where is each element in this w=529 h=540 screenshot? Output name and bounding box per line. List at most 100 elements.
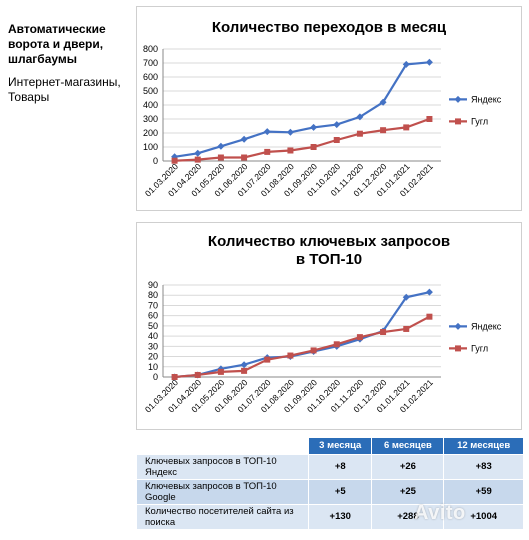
series-line-1 (174, 315, 430, 379)
y-tick-label: 800 (143, 44, 158, 54)
avito-watermark: Avito (414, 502, 466, 525)
table-cell: +8 (307, 453, 373, 480)
table-cell: +83 (443, 453, 524, 480)
data-point (194, 371, 201, 378)
data-point (240, 135, 248, 143)
y-tick-label: 100 (143, 142, 158, 152)
table-cell: +1004 (443, 503, 524, 530)
table-row: Ключевых запросов в ТОП-10 Google +5 +25… (136, 478, 524, 505)
legend-label: Яндекс (471, 321, 502, 331)
data-point (310, 123, 318, 131)
data-point (194, 149, 202, 157)
data-point (425, 288, 433, 296)
table-row: Ключевых запросов в ТОП-10 Яндекс +8 +26… (136, 453, 524, 480)
legend-marker (454, 322, 462, 330)
y-tick-label: 600 (143, 72, 158, 82)
data-point (426, 313, 433, 320)
table-header-3m: 3 месяца (308, 438, 373, 454)
table-cell: +26 (371, 453, 445, 480)
table-row: Количество посетителей сайта из поиска +… (136, 503, 524, 530)
data-point (402, 293, 410, 301)
y-tick-label: 60 (148, 311, 158, 321)
y-tick-label: 700 (143, 58, 158, 68)
legend-label: Гугл (471, 343, 488, 353)
traffic-chart: 010020030040050060070080001.03.202001.04… (143, 44, 502, 198)
data-point (264, 356, 271, 363)
data-point (241, 154, 248, 161)
y-tick-label: 400 (143, 100, 158, 110)
traffic-chart-panel: Количество переходов в месяц 0 100 200 300 4… (136, 6, 522, 211)
table-cell: +25 (371, 478, 445, 505)
data-point (263, 128, 271, 136)
data-point (217, 142, 225, 150)
y-tick-label: 300 (143, 114, 158, 124)
y-tick-label: 200 (143, 128, 158, 138)
data-point (171, 157, 178, 164)
data-point (333, 137, 340, 143)
series-line-0 (174, 61, 430, 158)
table-cell: +5 (307, 478, 373, 505)
legend-label: Гугл (471, 116, 488, 126)
y-tick-label: 10 (148, 362, 158, 372)
data-point (333, 341, 340, 348)
data-point (194, 156, 201, 163)
data-point (333, 121, 341, 129)
data-point (380, 329, 387, 336)
data-point (264, 148, 271, 155)
sidebar: Автоматические ворота и двери, шлагбаумы… (8, 22, 128, 105)
legend-label: Яндекс (471, 94, 502, 104)
watermark-text: Avito (414, 502, 466, 524)
traffic-chart-title: Количество переходов в месяц (211, 19, 447, 36)
data-point (356, 113, 364, 121)
table-cell: +59 (443, 478, 524, 505)
data-point (356, 130, 363, 137)
data-point (287, 147, 294, 154)
y-tick-label: 20 (148, 352, 158, 362)
data-point (425, 58, 433, 66)
y-tick-label: 80 (148, 290, 158, 300)
keywords-chart: 010203040506070809001.03.202001.04.20200… (143, 280, 502, 414)
table-header-12m: 12 месяцев (443, 438, 524, 454)
data-point (403, 124, 410, 131)
data-point (426, 116, 433, 122)
sidebar-title: Автоматические ворота и двери, шлагбаумы (8, 22, 106, 66)
data-point (217, 154, 224, 161)
y-tick-label: 50 (148, 321, 158, 331)
table-cell: +130 (307, 503, 373, 530)
legend-marker (455, 118, 461, 125)
data-point (356, 334, 363, 341)
data-point (287, 352, 294, 359)
series-line-0 (174, 291, 430, 379)
legend-marker (455, 345, 461, 352)
keywords-chart-title: Количество ключевых запросов в ТОП-10 (207, 233, 451, 268)
y-tick-label: 500 (143, 86, 158, 96)
table-header-6m: 6 месяцев (371, 438, 445, 454)
stats-table: 3 месяца 6 месяцев 12 месяцев Ключевых з… (136, 438, 524, 530)
data-point (380, 127, 387, 134)
data-point (171, 374, 178, 380)
table-row-label: Ключевых запросов в ТОП-10 Яндекс (136, 453, 309, 480)
data-point (240, 361, 248, 369)
data-point (217, 368, 224, 375)
y-tick-label: 0 (153, 156, 158, 166)
y-tick-label: 30 (148, 341, 158, 351)
data-point (286, 128, 294, 136)
series-line-1 (174, 117, 430, 162)
sidebar-subtitle: Интернет-магазины, Товары (8, 75, 121, 104)
data-point (402, 60, 410, 68)
legend-marker (454, 95, 462, 103)
data-point (241, 367, 248, 374)
table-row-label: Ключевых запросов в ТОП-10 Google (136, 478, 309, 505)
y-tick-label: 90 (148, 280, 158, 290)
data-point (310, 347, 317, 354)
y-tick-label: 40 (148, 331, 158, 341)
data-point (403, 325, 410, 332)
table-row-label: Количество посетителей сайта из поиска (136, 503, 309, 530)
table-header-row: 3 месяца 6 месяцев 12 месяцев (136, 438, 524, 454)
data-point (379, 98, 387, 106)
data-point (310, 144, 317, 150)
table-cell: +288 (371, 503, 445, 530)
table-header-empty (136, 438, 309, 454)
y-tick-label: 0 (153, 372, 158, 382)
